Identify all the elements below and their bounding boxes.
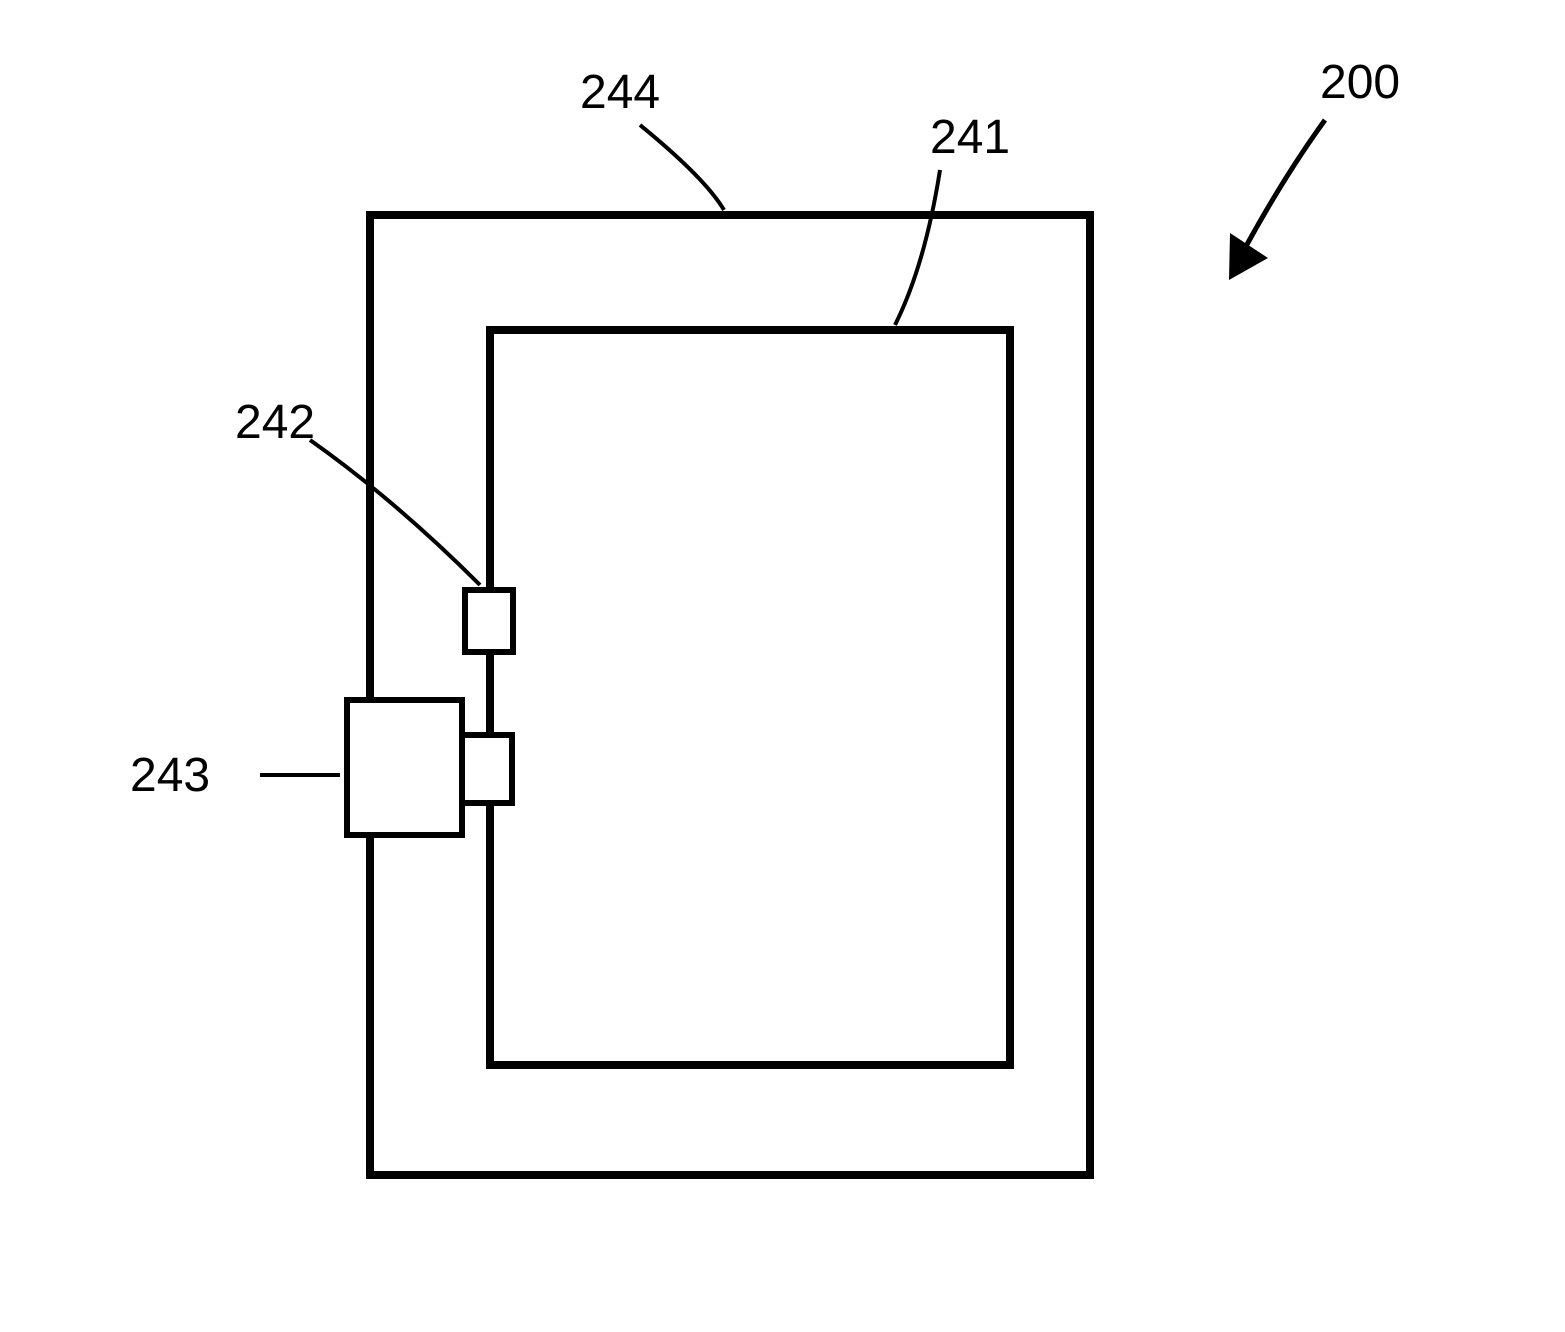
label-244: 244 <box>580 65 660 120</box>
arrow-200-shaft <box>1245 120 1325 248</box>
block-243-inner <box>462 735 512 803</box>
label-241: 241 <box>930 110 1010 165</box>
patent-diagram <box>0 0 1565 1332</box>
inner-rect <box>490 330 1010 1065</box>
label-200: 200 <box>1320 55 1400 110</box>
label-242: 242 <box>235 395 315 450</box>
leader-244 <box>640 125 724 210</box>
block-243-outer <box>347 700 462 835</box>
block-242 <box>465 590 513 652</box>
label-243: 243 <box>130 748 210 803</box>
